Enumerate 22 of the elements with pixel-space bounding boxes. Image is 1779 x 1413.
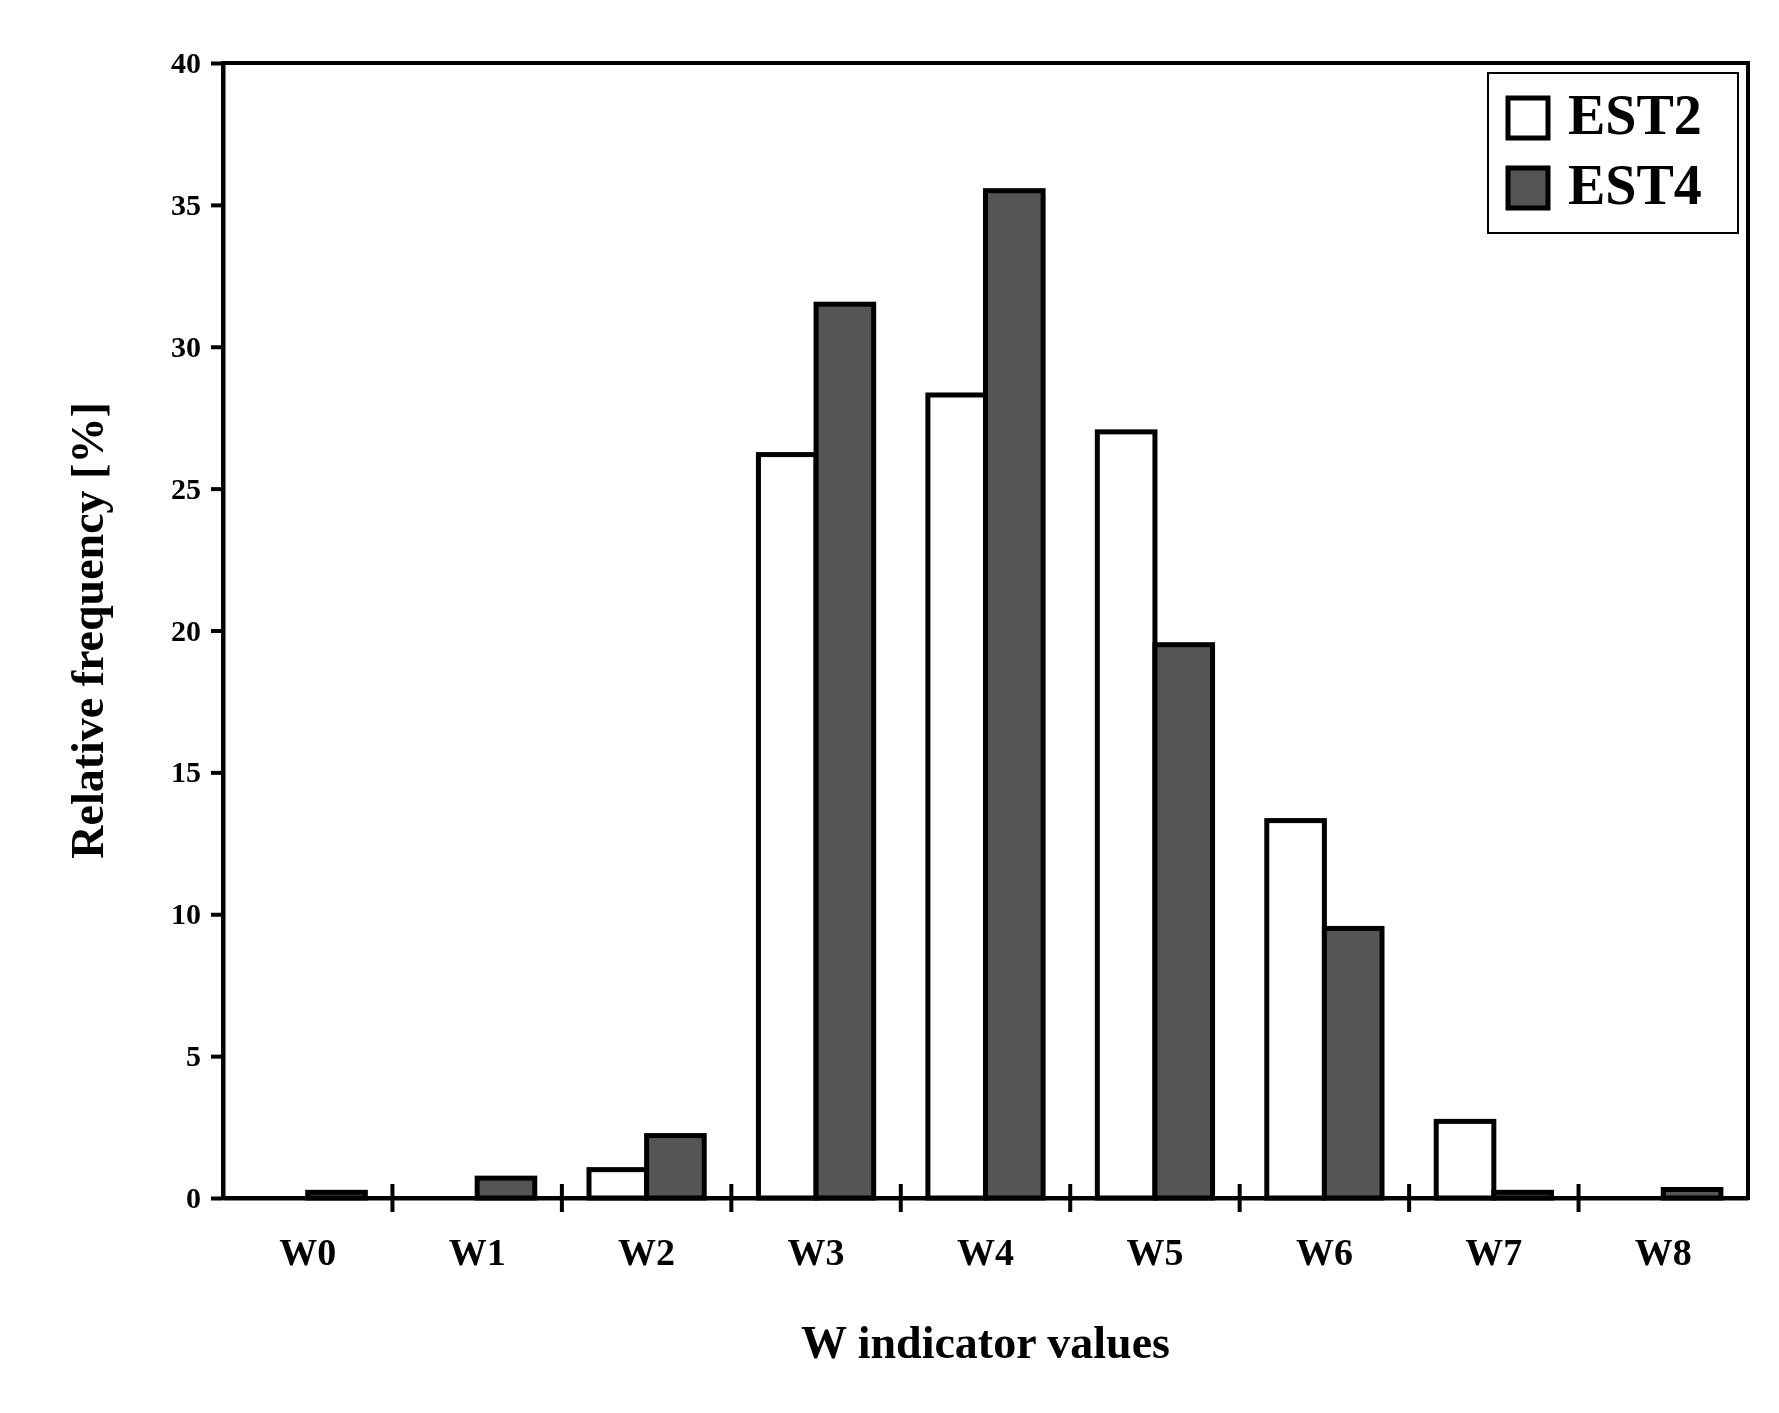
y-axis-title: Relative frequency [%] [62, 402, 113, 859]
y-tick-label: 30 [171, 329, 201, 363]
x-tick-label: W0 [279, 1230, 337, 1273]
y-tick-label: 20 [171, 613, 201, 647]
y-tick-label: 25 [171, 471, 201, 505]
y-tick-label: 15 [171, 755, 201, 789]
legend-label: EST4 [1568, 154, 1702, 216]
y-tick-label: 0 [186, 1181, 201, 1215]
x-tick-label: W6 [1295, 1230, 1353, 1273]
x-tick-label: W5 [1126, 1230, 1184, 1273]
x-tick-label: W3 [787, 1230, 845, 1273]
y-tick-label: 35 [171, 187, 201, 221]
y-tick-label: 10 [171, 897, 201, 931]
x-tick-label: W4 [957, 1230, 1014, 1273]
x-axis-title: W indicator values [801, 1317, 1170, 1368]
y-tick-label: 5 [186, 1039, 201, 1073]
legend-label: EST2 [1568, 84, 1702, 146]
x-tick-label: W2 [618, 1230, 676, 1273]
x-tick-label: W1 [448, 1230, 506, 1273]
x-tick-label: W7 [1465, 1230, 1523, 1273]
x-tick-label: W8 [1634, 1230, 1692, 1273]
y-tick-label: 40 [171, 46, 201, 80]
